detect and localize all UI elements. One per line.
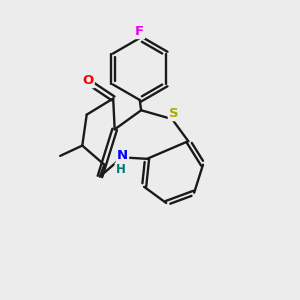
Text: N: N [117,149,128,162]
Text: F: F [135,25,144,38]
Text: S: S [169,107,178,120]
Text: H: H [116,163,125,176]
Text: O: O [82,74,94,87]
